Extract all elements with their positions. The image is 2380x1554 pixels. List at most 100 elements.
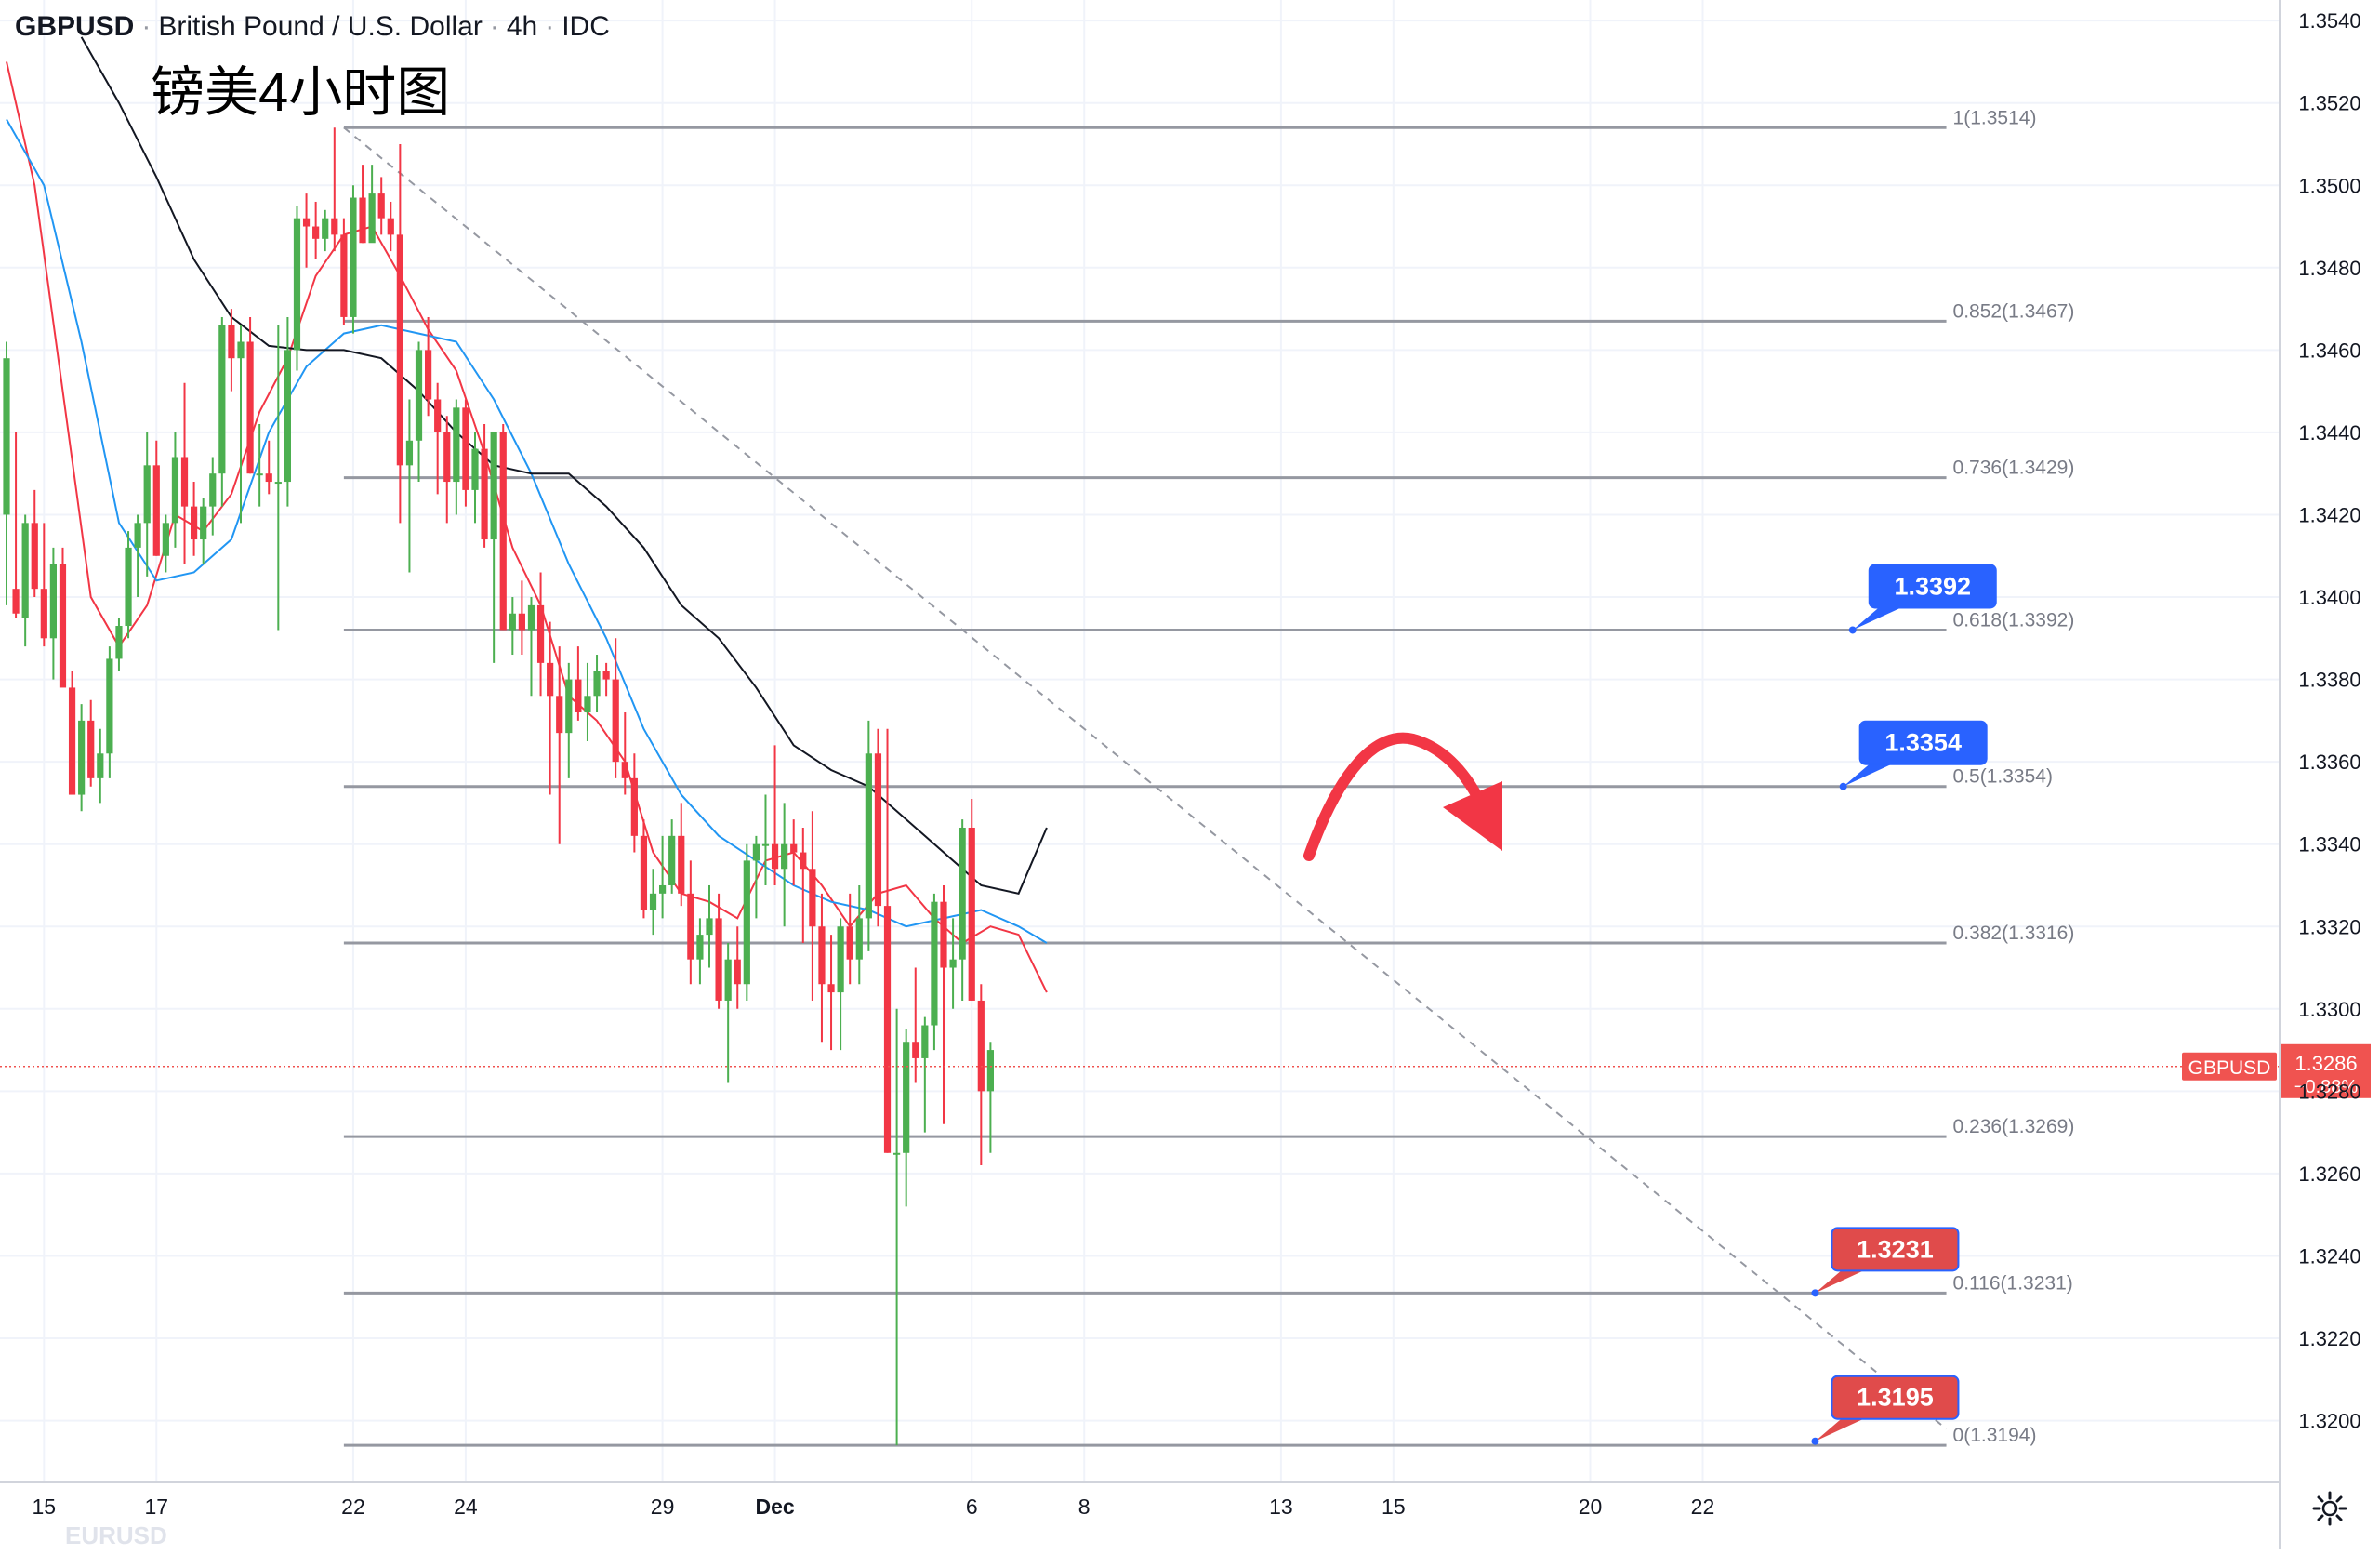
candle [462,399,469,507]
candle-body [180,457,189,507]
y-tick-label: 1.3360 [2298,750,2360,774]
candle [883,728,892,1153]
candle [396,143,403,524]
candle [949,918,957,1009]
candle-body [668,835,676,885]
price-change-text: −0.88% [2294,1077,2359,1097]
candle-body [752,843,760,861]
x-tick-label: 6 [966,1494,978,1519]
candle-body [134,523,141,548]
symbol-label[interactable]: GBPUSD [15,11,135,42]
candle-body [106,658,113,754]
gear-icon[interactable] [2311,1490,2348,1527]
candle [874,728,882,927]
candle-body [781,843,788,870]
candle-body [874,753,882,907]
interval-label[interactable]: 4h [506,11,538,42]
candle-body [162,523,169,556]
candle-body [575,679,582,713]
candle [256,424,263,507]
candle-body [959,827,966,960]
candle [565,662,573,778]
candle-body [921,1025,929,1058]
candle-body [3,358,10,515]
candle [593,655,601,713]
candle-body [415,350,423,441]
candle [434,382,442,495]
candle [49,547,57,680]
chart-header: GBPUSD · British Pound / U.S. Dollar · 4h · ID… [15,11,610,42]
x-tick-label: Dec [755,1494,794,1519]
candle [602,662,610,697]
candle [715,893,722,1009]
candle [706,884,713,968]
candle [621,712,628,795]
callout-text: 1.3195 [1857,1384,1934,1412]
fibonacci-retracement[interactable]: 1(1.3514) 0.852(1.3467) 0.736(1.3429) 0.618… [343,107,2074,1447]
candle [3,341,10,605]
x-tick-label: 22 [341,1494,365,1519]
candle [415,341,423,483]
candle-body [274,482,282,485]
callout-anchor [1848,626,1857,634]
x-tick-label: 20 [1579,1494,1603,1519]
candle-body [359,197,366,244]
x-tick-label: 24 [454,1494,478,1519]
y-tick-label: 1.3440 [2298,421,2360,445]
candle [640,819,648,919]
candle [518,580,525,656]
candle [12,432,20,618]
grid [0,0,2280,1482]
candle [818,893,826,1043]
callout-1.3354: 1.3354 [1839,720,1988,790]
candle [115,618,123,671]
callout-pointer [1843,764,1892,787]
candle-body [827,984,835,993]
candle-body [518,613,525,631]
candle [893,1008,901,1446]
candle-body [331,218,338,235]
candle-body [152,465,160,556]
symbol-name: British Pound / U.S. Dollar [158,11,483,42]
candle-body [405,440,414,466]
candle [612,638,619,778]
candle [865,720,872,951]
callout-pointer [1815,1418,1864,1441]
y-tick-label: 1.3420 [2298,503,2360,526]
callout-pointer [1815,1270,1864,1294]
forecast-arrow[interactable] [1303,732,1502,861]
candle [752,835,760,919]
candle [218,316,226,507]
callout-anchor [1811,1289,1819,1297]
x-tick-label: 17 [144,1494,168,1519]
candle [31,489,38,598]
candle [78,704,86,812]
candle-body [855,918,863,960]
candle [302,193,311,268]
candle-body [453,407,460,483]
candle-body [191,506,198,540]
price-callouts[interactable]: 1.3392 1.3354 1.3231 1.3195 [1811,564,1997,1445]
candle [453,399,460,515]
candle-body [125,547,132,627]
callout-box [1868,564,1997,609]
candle-body [434,399,442,432]
trendline[interactable] [343,126,1948,1430]
candle-body [499,432,507,631]
callout-text: 1.3392 [1894,572,1971,600]
candle-body [800,852,807,870]
y-tick-label: 1.3260 [2298,1162,2360,1186]
candle [171,432,179,548]
candle-body [256,473,263,476]
candle-body [59,564,67,688]
candle-body [761,843,770,846]
candle-body [78,720,86,795]
candle-body [228,325,235,359]
candle [162,514,169,573]
candle [246,316,254,474]
candle-body [462,407,469,490]
candle-body [818,926,826,985]
candle [40,523,47,647]
callout-anchor [1811,1437,1819,1445]
